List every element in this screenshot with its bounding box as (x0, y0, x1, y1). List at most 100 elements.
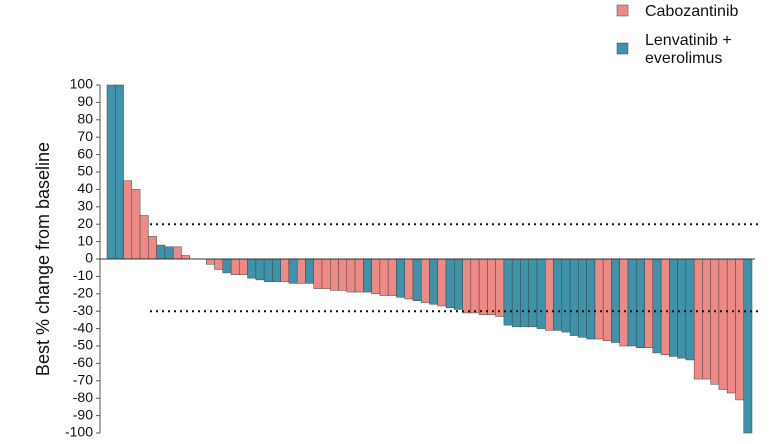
bar (627, 258, 637, 347)
bar (296, 258, 306, 284)
bar (115, 84, 124, 260)
legend-label: Cabozantinib (645, 3, 739, 20)
y-tick-label: -70 (73, 372, 93, 388)
bar (545, 258, 554, 331)
bar (214, 258, 224, 270)
bar (288, 258, 298, 284)
bar (445, 258, 455, 308)
bar (387, 258, 397, 296)
bar (644, 258, 654, 348)
bar (470, 258, 480, 314)
y-tick-label: -30 (73, 302, 93, 318)
bar (594, 258, 604, 340)
y-tick-label: -90 (73, 406, 93, 422)
y-tick-label: 0 (85, 250, 93, 266)
bar (553, 258, 563, 331)
bar (263, 258, 273, 282)
y-tick-label: 50 (77, 163, 93, 179)
y-tick-label: 90 (77, 93, 93, 109)
y-tick-label: 70 (77, 128, 93, 144)
bar (693, 258, 703, 380)
bar (172, 246, 182, 260)
bar (669, 258, 678, 357)
bar (635, 258, 645, 348)
bar (685, 258, 695, 361)
bar (181, 255, 190, 260)
bar (478, 258, 488, 315)
bar (205, 258, 215, 265)
bar (602, 258, 612, 342)
y-tick-label: 100 (70, 76, 94, 92)
bar (462, 258, 472, 314)
y-tick-label: -40 (73, 319, 93, 335)
bar (280, 258, 290, 282)
bar (404, 258, 414, 300)
y-tick-label: -100 (65, 424, 93, 440)
bar (338, 258, 348, 291)
bar (511, 258, 521, 328)
bar (437, 258, 447, 307)
bar (420, 258, 430, 303)
y-tick-label: 80 (77, 111, 93, 127)
bar (710, 258, 720, 385)
bar (148, 236, 157, 260)
y-tick-label: -20 (73, 285, 93, 301)
bar (569, 258, 579, 336)
bar (321, 258, 331, 289)
legend-swatch (616, 4, 629, 17)
legend-swatch (616, 42, 629, 55)
bar (735, 258, 744, 401)
bar (396, 258, 405, 298)
bar (222, 258, 232, 274)
bar (247, 258, 257, 279)
bar (660, 258, 670, 355)
legend-label: Lenvatinib + everolimus (645, 32, 732, 67)
bar (363, 258, 372, 293)
bar (305, 258, 314, 284)
y-tick-label: -50 (73, 337, 93, 353)
bar (487, 258, 496, 315)
y-tick-label: 20 (77, 215, 93, 231)
bar (743, 258, 753, 434)
y-tick-label: -80 (73, 389, 93, 405)
bar (230, 258, 240, 275)
y-axis-label: Best % change from baseline (33, 142, 53, 376)
bar (561, 258, 571, 333)
bar (156, 244, 166, 260)
bar (454, 258, 463, 310)
bar (354, 258, 364, 293)
bar (503, 258, 513, 326)
bar (528, 258, 538, 328)
y-tick-label: 10 (77, 232, 93, 248)
y-tick-label: 30 (77, 198, 93, 214)
bar (131, 189, 141, 260)
bar (239, 258, 248, 275)
bar (330, 258, 339, 291)
bar (726, 258, 736, 394)
bar (412, 258, 422, 302)
y-tick-label: -10 (73, 267, 93, 283)
bar (139, 215, 149, 260)
bar (520, 258, 529, 328)
bar (536, 258, 546, 329)
bar (578, 258, 587, 338)
bar (164, 246, 174, 260)
bar (379, 258, 389, 296)
bar (586, 258, 596, 340)
bar (371, 258, 381, 295)
bar (429, 258, 439, 305)
bar (272, 258, 281, 282)
bar (106, 84, 116, 260)
bar (255, 258, 265, 281)
bar (123, 180, 133, 260)
y-tick-label: -60 (73, 354, 93, 370)
bar (495, 258, 505, 317)
bar (677, 258, 687, 359)
bar (652, 258, 662, 354)
y-tick-label: 60 (77, 145, 93, 161)
y-tick-label: 40 (77, 180, 93, 196)
bar (611, 258, 620, 343)
bar (702, 258, 711, 380)
